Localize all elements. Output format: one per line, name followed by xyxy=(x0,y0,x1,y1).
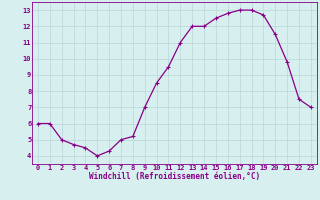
X-axis label: Windchill (Refroidissement éolien,°C): Windchill (Refroidissement éolien,°C) xyxy=(89,172,260,181)
